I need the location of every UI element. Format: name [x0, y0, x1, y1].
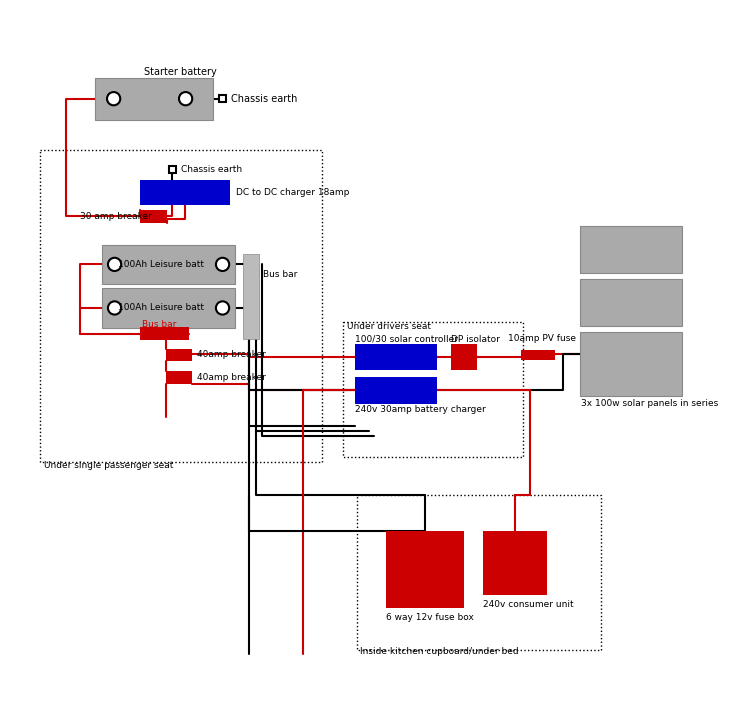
Circle shape [107, 92, 120, 105]
Text: Under drivers seat: Under drivers seat [347, 323, 431, 331]
Bar [521, 349, 555, 360]
Bar [169, 166, 176, 173]
Bar [166, 349, 192, 361]
Text: 3x 100w solar panels in series: 3x 100w solar panels in series [582, 399, 719, 408]
Text: Bus bar: Bus bar [142, 320, 177, 329]
Text: Bus bar: Bus bar [263, 270, 298, 279]
Text: 10amp PV fuse: 10amp PV fuse [508, 334, 576, 343]
Text: DC to DC charger 18amp: DC to DC charger 18amp [236, 188, 350, 197]
Bar [102, 245, 235, 284]
Bar [140, 180, 230, 205]
Bar [451, 344, 477, 370]
Text: 100/30 solar controller: 100/30 solar controller [355, 335, 458, 344]
Bar [355, 344, 437, 370]
Text: 30 amp breaker: 30 amp breaker [81, 212, 152, 221]
Text: 100Ah Leisure batt: 100Ah Leisure batt [118, 303, 205, 313]
Text: Chassis earth: Chassis earth [181, 165, 242, 174]
Bar [140, 327, 189, 340]
Text: 240v consumer unit: 240v consumer unit [483, 600, 573, 609]
Bar [579, 331, 682, 396]
Bar [355, 377, 437, 404]
Bar [386, 531, 464, 608]
Bar [140, 210, 167, 222]
Bar [579, 225, 682, 273]
Bar [243, 254, 259, 339]
Circle shape [216, 301, 229, 315]
Bar [579, 279, 682, 326]
Circle shape [179, 92, 192, 105]
Bar [483, 531, 548, 595]
Text: 100Ah Leisure batt: 100Ah Leisure batt [118, 260, 205, 269]
Bar [219, 95, 226, 103]
Text: Chassis earth: Chassis earth [231, 94, 298, 104]
Text: Starter battery: Starter battery [144, 67, 217, 77]
Circle shape [108, 301, 121, 315]
Text: 240v 30amp battery charger: 240v 30amp battery charger [355, 405, 486, 414]
Text: 40amp breaker: 40amp breaker [197, 350, 266, 359]
Bar [166, 371, 192, 383]
Text: 40amp breaker: 40amp breaker [197, 373, 266, 382]
Text: DP isolator: DP isolator [451, 335, 500, 344]
Circle shape [108, 258, 121, 271]
Text: Inside kitchen cupboard/under bed: Inside kitchen cupboard/under bed [360, 647, 519, 656]
Circle shape [216, 258, 229, 271]
Bar [95, 78, 213, 120]
Text: 6 way 12v fuse box: 6 way 12v fuse box [386, 613, 474, 622]
Text: Under single passenger seat: Under single passenger seat [44, 461, 173, 470]
Bar [102, 288, 235, 328]
